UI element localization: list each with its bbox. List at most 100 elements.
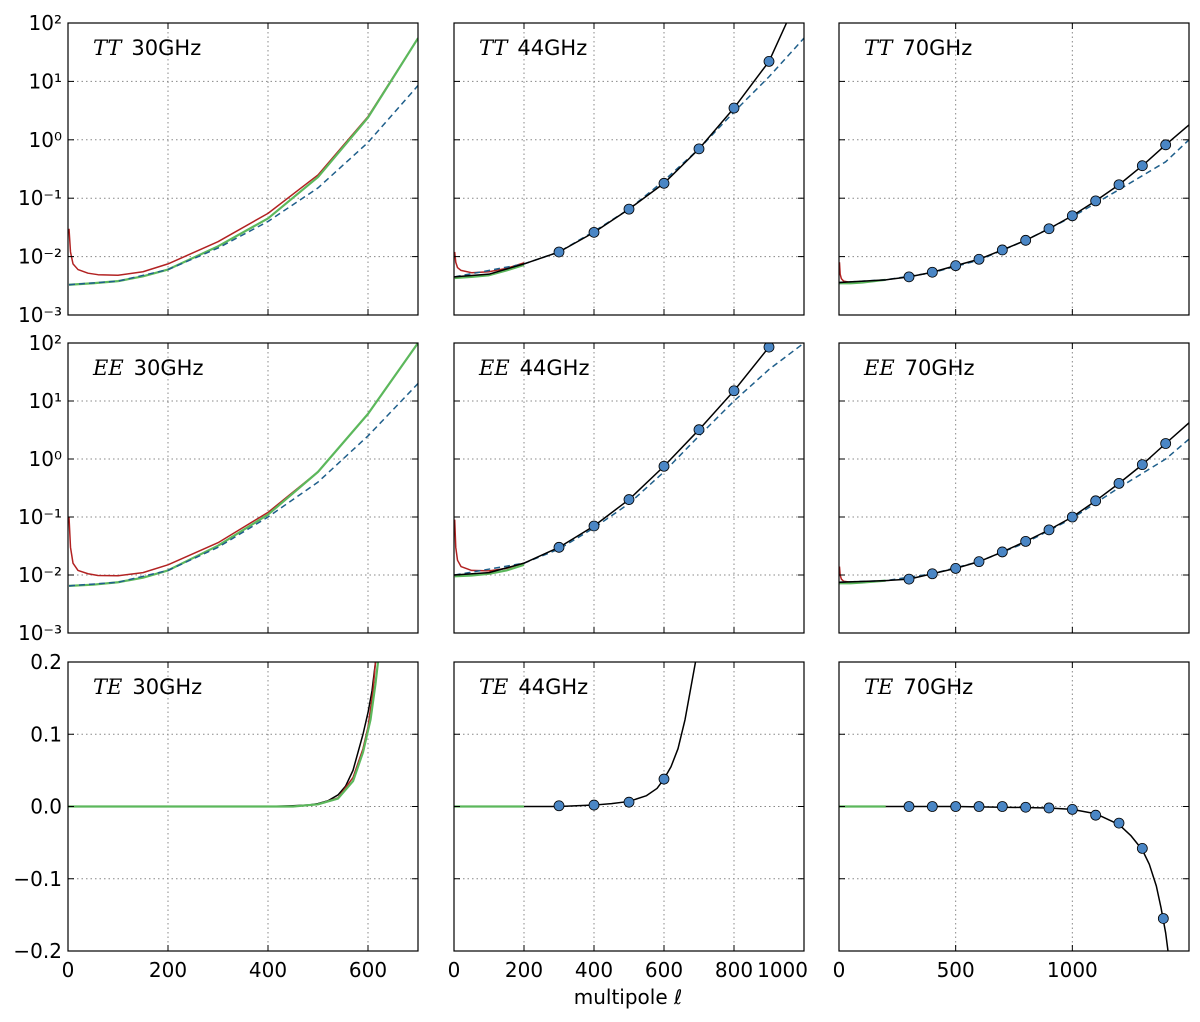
data-point-marker <box>553 800 565 812</box>
data-point-marker <box>588 520 600 532</box>
y-tick-label: 10¹ <box>29 69 62 93</box>
grid <box>839 23 1189 315</box>
y-tick-label: 10⁻² <box>18 563 62 587</box>
data-point-marker <box>1113 179 1125 191</box>
spectrum-label: EE <box>863 356 895 380</box>
panel-tt-70ghz: TT 70GHz <box>838 22 1190 316</box>
series-line-green <box>68 37 418 286</box>
panel-ee-70ghz: EE 70GHz <box>838 342 1190 634</box>
series-line-black <box>839 124 1189 284</box>
frequency-label: 70GHz <box>905 356 975 380</box>
panel-title: EE 70GHz <box>863 356 974 380</box>
y-tick-label: 10² <box>29 331 62 355</box>
series-group <box>68 662 380 808</box>
grid <box>454 343 804 633</box>
frequency-label: 70GHz <box>903 675 973 699</box>
data-point-marker <box>1113 477 1125 489</box>
panel-title: TT 30GHz <box>93 36 201 60</box>
spectrum-label: EE <box>478 356 510 380</box>
data-point-marker <box>1020 535 1032 547</box>
y-tick-label: 10⁻³ <box>18 621 62 645</box>
y-tick-label: 0.0 <box>30 795 62 819</box>
x-tick-label: 500 <box>937 958 975 982</box>
series-line-green <box>454 563 525 578</box>
series-group <box>839 801 1169 951</box>
series-line-green <box>454 263 525 280</box>
data-point-marker <box>903 573 915 585</box>
data-point-marker <box>1136 160 1148 172</box>
panel-title: TT 70GHz <box>864 36 972 60</box>
y-tick-label: 10⁻¹ <box>18 505 62 529</box>
x-tick-label: 400 <box>249 958 287 982</box>
data-point-marker <box>996 546 1008 558</box>
data-point-marker <box>728 102 740 114</box>
x-tick-label: 600 <box>349 958 387 982</box>
data-point-marker <box>588 799 600 811</box>
frequency-label: 44GHz <box>517 36 587 60</box>
data-point-marker <box>1020 801 1032 813</box>
series-line-red <box>454 251 525 274</box>
data-point-marker <box>1160 438 1172 449</box>
data-point-marker <box>973 801 985 812</box>
series-line-blue_dashed <box>68 383 418 587</box>
panel-te-30ghz: 0 200 400 600 −0.2 −0.1 0.0 0.1 0.2 TE 30GHz <box>13 650 419 982</box>
data-point-marker <box>1020 234 1032 246</box>
y-tick-label: −0.1 <box>13 867 62 891</box>
x-tick-label: 200 <box>149 958 187 982</box>
y-tick-label: 10⁻³ <box>18 303 62 327</box>
series-group <box>454 662 697 812</box>
data-point-marker <box>588 226 600 238</box>
spectrum-label: TT <box>864 36 894 60</box>
data-point-marker <box>1113 817 1125 829</box>
data-point-marker <box>903 801 915 812</box>
grid <box>839 343 1189 633</box>
panel-title: TE 44GHz <box>479 675 588 699</box>
axes-frame <box>838 22 1190 316</box>
grid <box>68 23 418 315</box>
y-tick-label: 10⁻² <box>18 245 62 269</box>
y-tick-label: 10¹ <box>29 389 62 413</box>
spectrum-label: TE <box>479 675 508 699</box>
panel-te-70ghz: 0 500 1000 TE 70GHz <box>833 661 1190 982</box>
data-point-marker <box>623 796 635 808</box>
data-point-marker <box>1066 511 1078 523</box>
panel-title: TE 70GHz <box>864 675 973 699</box>
series-line-blue_dashed <box>839 438 1189 583</box>
x-axis-label: multipole ℓ <box>574 985 683 1009</box>
spectrum-label: TE <box>93 675 122 699</box>
series-group <box>454 343 804 578</box>
frequency-label: 30GHz <box>134 356 204 380</box>
data-point-marker <box>1157 913 1169 924</box>
data-point-marker <box>950 562 962 574</box>
y-tick-label: 0.2 <box>30 650 62 674</box>
series-group <box>839 422 1189 585</box>
spectrum-label: TE <box>864 675 893 699</box>
y-tick-label: −0.2 <box>13 939 62 963</box>
series-line-red <box>839 262 863 284</box>
panel-title: TT 44GHz <box>479 36 587 60</box>
data-point-marker <box>693 143 705 155</box>
y-tick-label: 10⁰ <box>29 128 62 152</box>
series-line-blue_dashed <box>68 85 418 286</box>
panel-tt-30ghz: 10⁻³ 10⁻² 10⁻¹ 10⁰ 10¹ 10² TT 30GHz <box>18 11 419 327</box>
data-point-marker <box>1043 524 1055 536</box>
axes-frame <box>453 22 805 316</box>
x-tick-label: 400 <box>575 958 613 982</box>
panel-title: EE 30GHz <box>92 356 203 380</box>
x-tick-label: 1000 <box>1047 958 1098 982</box>
panel-te-44ghz: 0 200 400 600 800 1000 TE 44GHz <box>448 661 808 982</box>
data-point-marker <box>728 385 740 397</box>
series-line-blue_dashed <box>839 139 1189 284</box>
axes-frame <box>838 342 1190 634</box>
data-point-marker <box>658 177 670 189</box>
data-point-marker <box>1043 802 1055 814</box>
x-tick-label: 200 <box>505 958 543 982</box>
series-line-blue_dashed <box>454 37 804 278</box>
x-tick-label: 1000 <box>757 958 808 982</box>
panel-ee-30ghz: 10⁻³ 10⁻² 10⁻¹ 10⁰ 10¹ 10² EE 30GHz <box>18 331 419 645</box>
data-point-marker <box>926 568 938 580</box>
x-tick-label: 600 <box>645 958 683 982</box>
y-tick-label: 10⁰ <box>29 447 62 471</box>
series-group <box>839 124 1189 285</box>
